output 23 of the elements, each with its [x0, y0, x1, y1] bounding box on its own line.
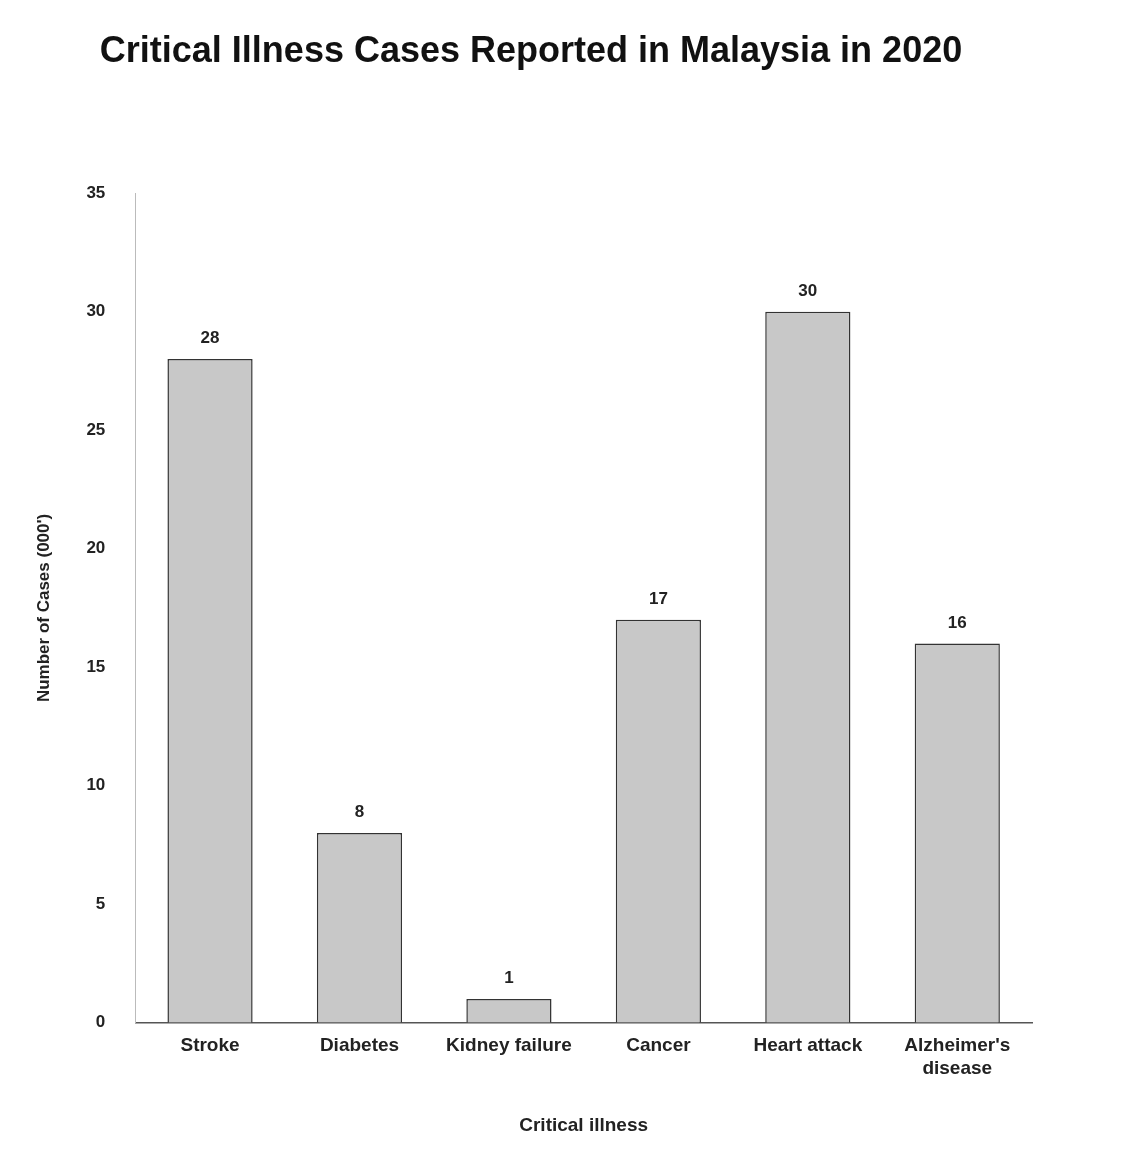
x-axis-title: Critical illness: [519, 1113, 649, 1135]
data-label: 28: [200, 328, 220, 348]
y-tick-label: 20: [86, 538, 106, 558]
data-label: 8: [354, 802, 365, 822]
x-tick-label: Kidney failure: [446, 1034, 572, 1056]
y-tick-label: 5: [95, 893, 106, 913]
x-tick-label: Heart attack: [753, 1034, 863, 1056]
x-tick-label: Cancer: [626, 1034, 692, 1056]
y-tick-label: 10: [86, 775, 106, 795]
data-label: 16: [947, 612, 967, 632]
x-tick-label: Stroke: [180, 1034, 240, 1056]
y-tick-label: 30: [86, 301, 106, 321]
y-tick-label: 25: [86, 419, 106, 439]
data-label: 1: [504, 968, 514, 988]
x-tick-label: Diabetes: [319, 1034, 400, 1056]
chart-title: Critical Illness Cases Reported in Malaysia in 2020: [99, 28, 963, 70]
y-tick-label: 0: [95, 1012, 106, 1032]
y-axis-title: Number of Cases (000'): [33, 513, 53, 703]
data-label: 17: [648, 588, 668, 608]
x-tick-label: Alzheimer's disease: [904, 1034, 1011, 1079]
y-tick-label: 15: [86, 656, 106, 676]
y-tick-label: 35: [86, 182, 106, 202]
data-label: 30: [798, 280, 818, 300]
